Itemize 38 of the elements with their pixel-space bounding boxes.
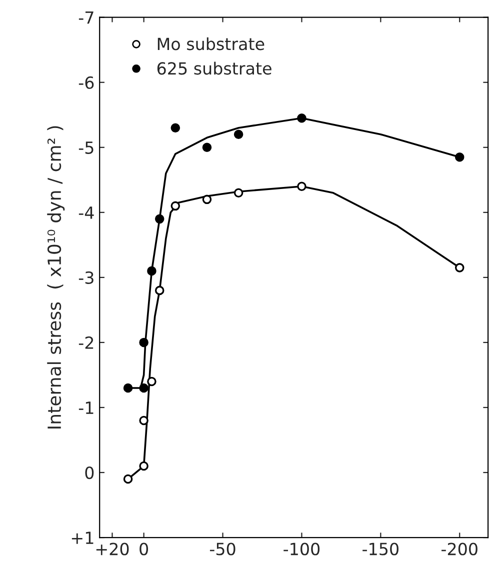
point	[154, 286, 164, 296]
x-tick-label: -150	[362, 542, 398, 556]
y-tick-label: -5	[78, 142, 94, 154]
legend-label: 625 substrate	[157, 62, 272, 75]
point	[454, 152, 464, 162]
y-axis-title: Internal stress ( x10¹⁰ dyn / cm² )	[47, 126, 65, 428]
y-tick-label: -6	[78, 76, 94, 89]
point	[234, 130, 244, 140]
point	[234, 188, 244, 198]
y-tick-label: 0	[85, 466, 94, 480]
legend-label: Mo substrate	[158, 37, 264, 50]
x-tick-label: +20	[96, 542, 129, 556]
x-tick-label: -100	[284, 542, 320, 556]
point	[123, 383, 133, 393]
x-tick-label: 0	[140, 542, 148, 556]
y-tick-label: -3	[78, 271, 94, 284]
x-tick-label: -200	[442, 542, 478, 556]
point	[123, 474, 133, 484]
point	[139, 461, 148, 471]
point	[454, 263, 464, 272]
y-tick-label: -2	[78, 336, 94, 349]
y-tick-label: -7	[78, 12, 94, 24]
point	[297, 113, 306, 123]
point	[147, 376, 156, 386]
point	[139, 383, 148, 393]
point	[170, 201, 180, 211]
point	[170, 123, 180, 133]
point	[139, 416, 148, 426]
y-tick-label: -4	[78, 206, 94, 219]
x-tick-label: -50	[210, 542, 236, 556]
point	[202, 142, 212, 152]
y-tick-label: -1	[78, 402, 94, 414]
point	[202, 194, 212, 204]
point	[139, 338, 148, 348]
point	[147, 266, 156, 276]
point	[154, 214, 164, 224]
y-tick-label: +1	[72, 532, 94, 544]
point	[297, 182, 306, 192]
